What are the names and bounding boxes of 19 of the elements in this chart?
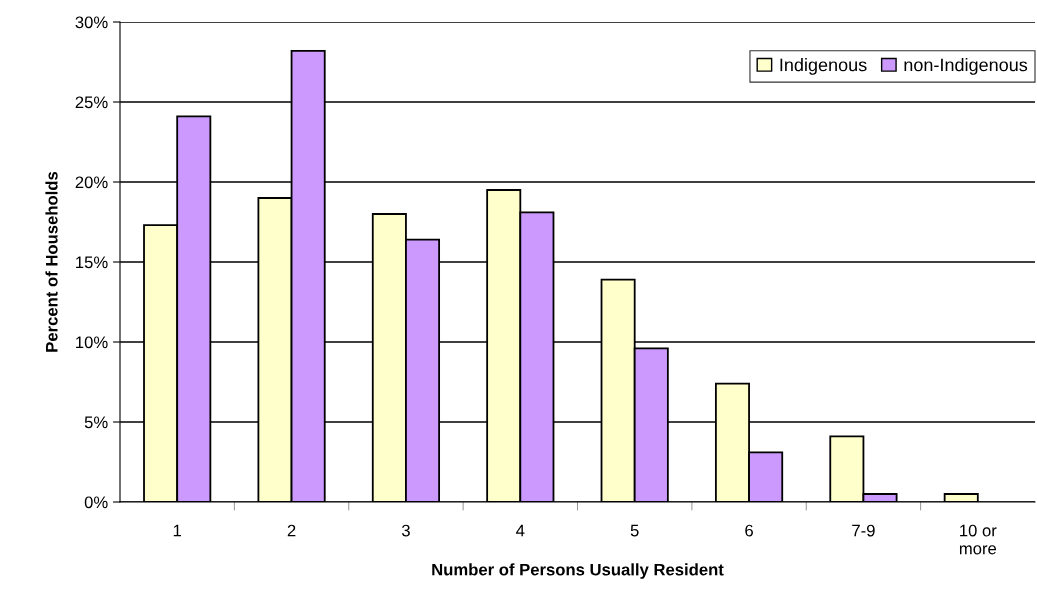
x-tick-label: 2 bbox=[287, 524, 296, 537]
y-tick-label: 25% bbox=[75, 96, 108, 109]
x-tick-label: 7-9 bbox=[852, 524, 875, 537]
legend-label: Indigenous bbox=[780, 58, 867, 75]
x-tick-label: 10 or more bbox=[959, 524, 997, 555]
y-tick-label: 10% bbox=[76, 336, 108, 349]
y-tick-label: 0% bbox=[84, 496, 108, 509]
x-tick-label: 5 bbox=[630, 524, 639, 537]
y-tick-label: 5% bbox=[84, 416, 108, 429]
y-tick-label: 20% bbox=[75, 176, 108, 189]
y-axis-title: Percent of Households bbox=[45, 171, 58, 352]
x-axis-title: Number of Persons Usually Resident bbox=[432, 563, 724, 579]
y-tick-label: 15% bbox=[76, 256, 108, 269]
x-tick-label: 1 bbox=[173, 524, 182, 537]
y-tick-label: 30% bbox=[75, 16, 108, 29]
x-tick-label: 3 bbox=[401, 524, 410, 537]
x-tick-label: 6 bbox=[745, 524, 753, 537]
x-tick-label: 4 bbox=[516, 524, 525, 537]
legend-label: non-Indigenous bbox=[904, 58, 1028, 75]
